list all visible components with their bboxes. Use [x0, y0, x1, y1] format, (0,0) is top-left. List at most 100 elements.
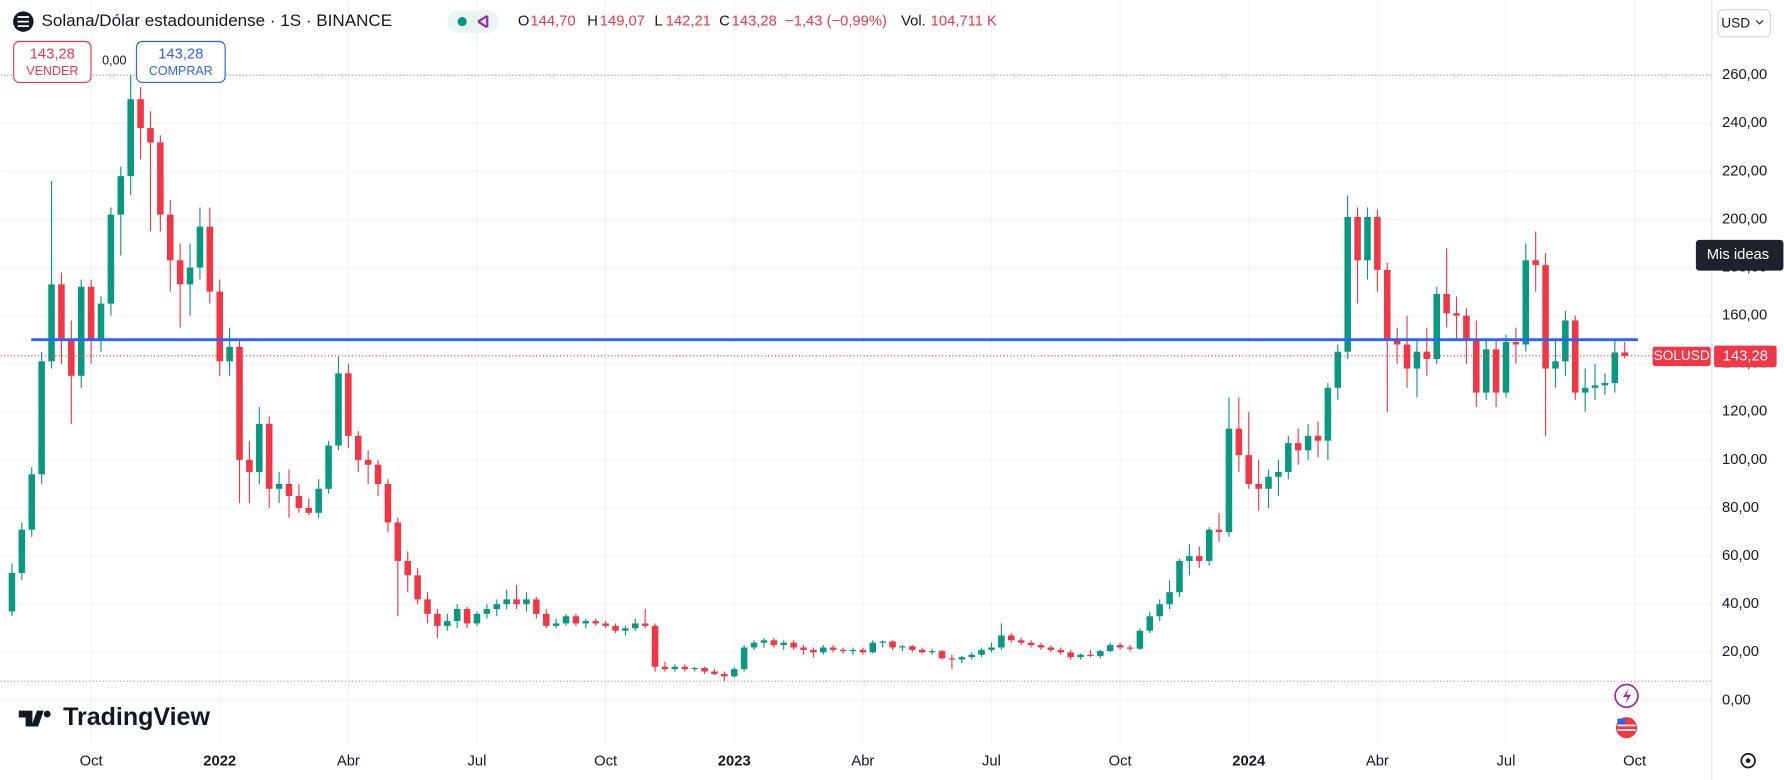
x-tick-label: Oct [80, 754, 103, 770]
candle-body [137, 99, 144, 129]
x-tick-label: 2022 [203, 754, 236, 770]
spread: 0,00 [102, 54, 126, 68]
candle-body [1047, 647, 1055, 650]
candle-body [1621, 352, 1628, 356]
candle-body [1324, 387, 1332, 441]
candle-body [1552, 361, 1559, 369]
candle-body [622, 628, 629, 631]
currency-button[interactable] [1717, 9, 1771, 38]
candle-body [166, 214, 174, 261]
candle-body [206, 226, 214, 292]
volume-value: 104,711 K [931, 14, 997, 30]
candle-body [295, 495, 303, 509]
candle-body [1364, 217, 1371, 261]
candle-body [1433, 293, 1440, 359]
candle-body [305, 508, 313, 513]
x-tick-label: Jul [1497, 754, 1516, 770]
volume-label: Vol. [901, 14, 926, 30]
candle-body [1413, 351, 1421, 369]
y-tick-label: 260,00 [1722, 67, 1767, 83]
candle-body [1235, 428, 1243, 456]
y-tick-label: 160,00 [1722, 308, 1767, 324]
candle-body [1215, 529, 1223, 533]
candle-body [473, 613, 481, 624]
candle-body [1077, 654, 1084, 658]
high-label: H [587, 14, 598, 30]
candle-body [701, 667, 708, 672]
candle-body [1156, 604, 1163, 617]
candle-body [1017, 640, 1025, 643]
candle-body [998, 635, 1005, 648]
candle-body [414, 575, 421, 600]
candle-body [542, 613, 550, 626]
ideas-tooltip[interactable] [1695, 239, 1784, 271]
currency: USD [1721, 15, 1750, 30]
candle-body [127, 99, 134, 177]
candle-body [1383, 269, 1391, 340]
candle-body [1294, 443, 1302, 451]
candle-body [899, 646, 906, 648]
status-pill[interactable] [447, 10, 499, 33]
candle-body [1106, 645, 1114, 652]
y-tick-label: 220,00 [1722, 163, 1767, 179]
candle-body [1186, 556, 1193, 561]
x-tick-label: Jul [982, 754, 1001, 770]
candle-body [453, 609, 461, 622]
candle-body [1126, 647, 1134, 649]
candle-body [1601, 382, 1609, 386]
candle-body [839, 649, 847, 652]
candle-body [335, 373, 342, 446]
low-label: L [654, 14, 662, 30]
candle-body [1176, 560, 1183, 593]
candle-body [1057, 649, 1065, 653]
candle-body [1037, 645, 1045, 648]
candle-body [354, 435, 362, 460]
buy-button[interactable] [135, 40, 226, 84]
candle-body [345, 373, 352, 436]
candle-body [265, 423, 273, 489]
candle-body [1255, 483, 1262, 489]
candle-body [374, 464, 382, 484]
candle-body [978, 649, 985, 655]
candle-body [18, 529, 26, 573]
candle-body [938, 651, 946, 659]
candle-body [1571, 320, 1579, 393]
candle-body [572, 616, 580, 624]
candle-body [780, 642, 787, 646]
y-tick-label: 120,00 [1722, 404, 1767, 420]
candle-body [730, 669, 738, 677]
candle-body [38, 361, 45, 475]
y-tick-label: 100,00 [1722, 452, 1767, 468]
currency-caret [1755, 20, 1764, 25]
candle-body [1067, 652, 1074, 658]
candle-body [1225, 428, 1233, 533]
candle-body [1285, 443, 1292, 472]
market-status [457, 17, 467, 27]
candle-body [1205, 529, 1213, 561]
brand-name: TradingView [63, 703, 210, 731]
x-tick-label: 2023 [718, 754, 751, 770]
candle-body [463, 609, 471, 624]
candle-body [681, 666, 689, 670]
candle-body [1522, 260, 1530, 345]
candle-body [1453, 313, 1460, 316]
y-tick-label: 200,00 [1722, 211, 1767, 227]
candle-body [186, 267, 194, 285]
candle-body [859, 649, 867, 653]
chart-title: Solana/Dólar estadounidense · 1S · BINAN… [42, 11, 393, 30]
candle-body [315, 488, 322, 513]
candle-body [1611, 352, 1619, 383]
candle-body [770, 640, 778, 646]
candle-body [1166, 592, 1173, 605]
candle-body [246, 459, 253, 472]
x-tick-label: Oct [594, 754, 617, 770]
candle-body [750, 642, 758, 648]
candle-body [1008, 635, 1015, 641]
candle-body [1482, 349, 1490, 393]
change-value: −1,43 (−0,99%) [785, 14, 887, 30]
candle-body [48, 284, 55, 362]
settings-icon[interactable] [1740, 752, 1756, 769]
sell-button[interactable] [13, 40, 92, 84]
candle-body [1245, 455, 1253, 484]
share-icon [477, 14, 489, 29]
